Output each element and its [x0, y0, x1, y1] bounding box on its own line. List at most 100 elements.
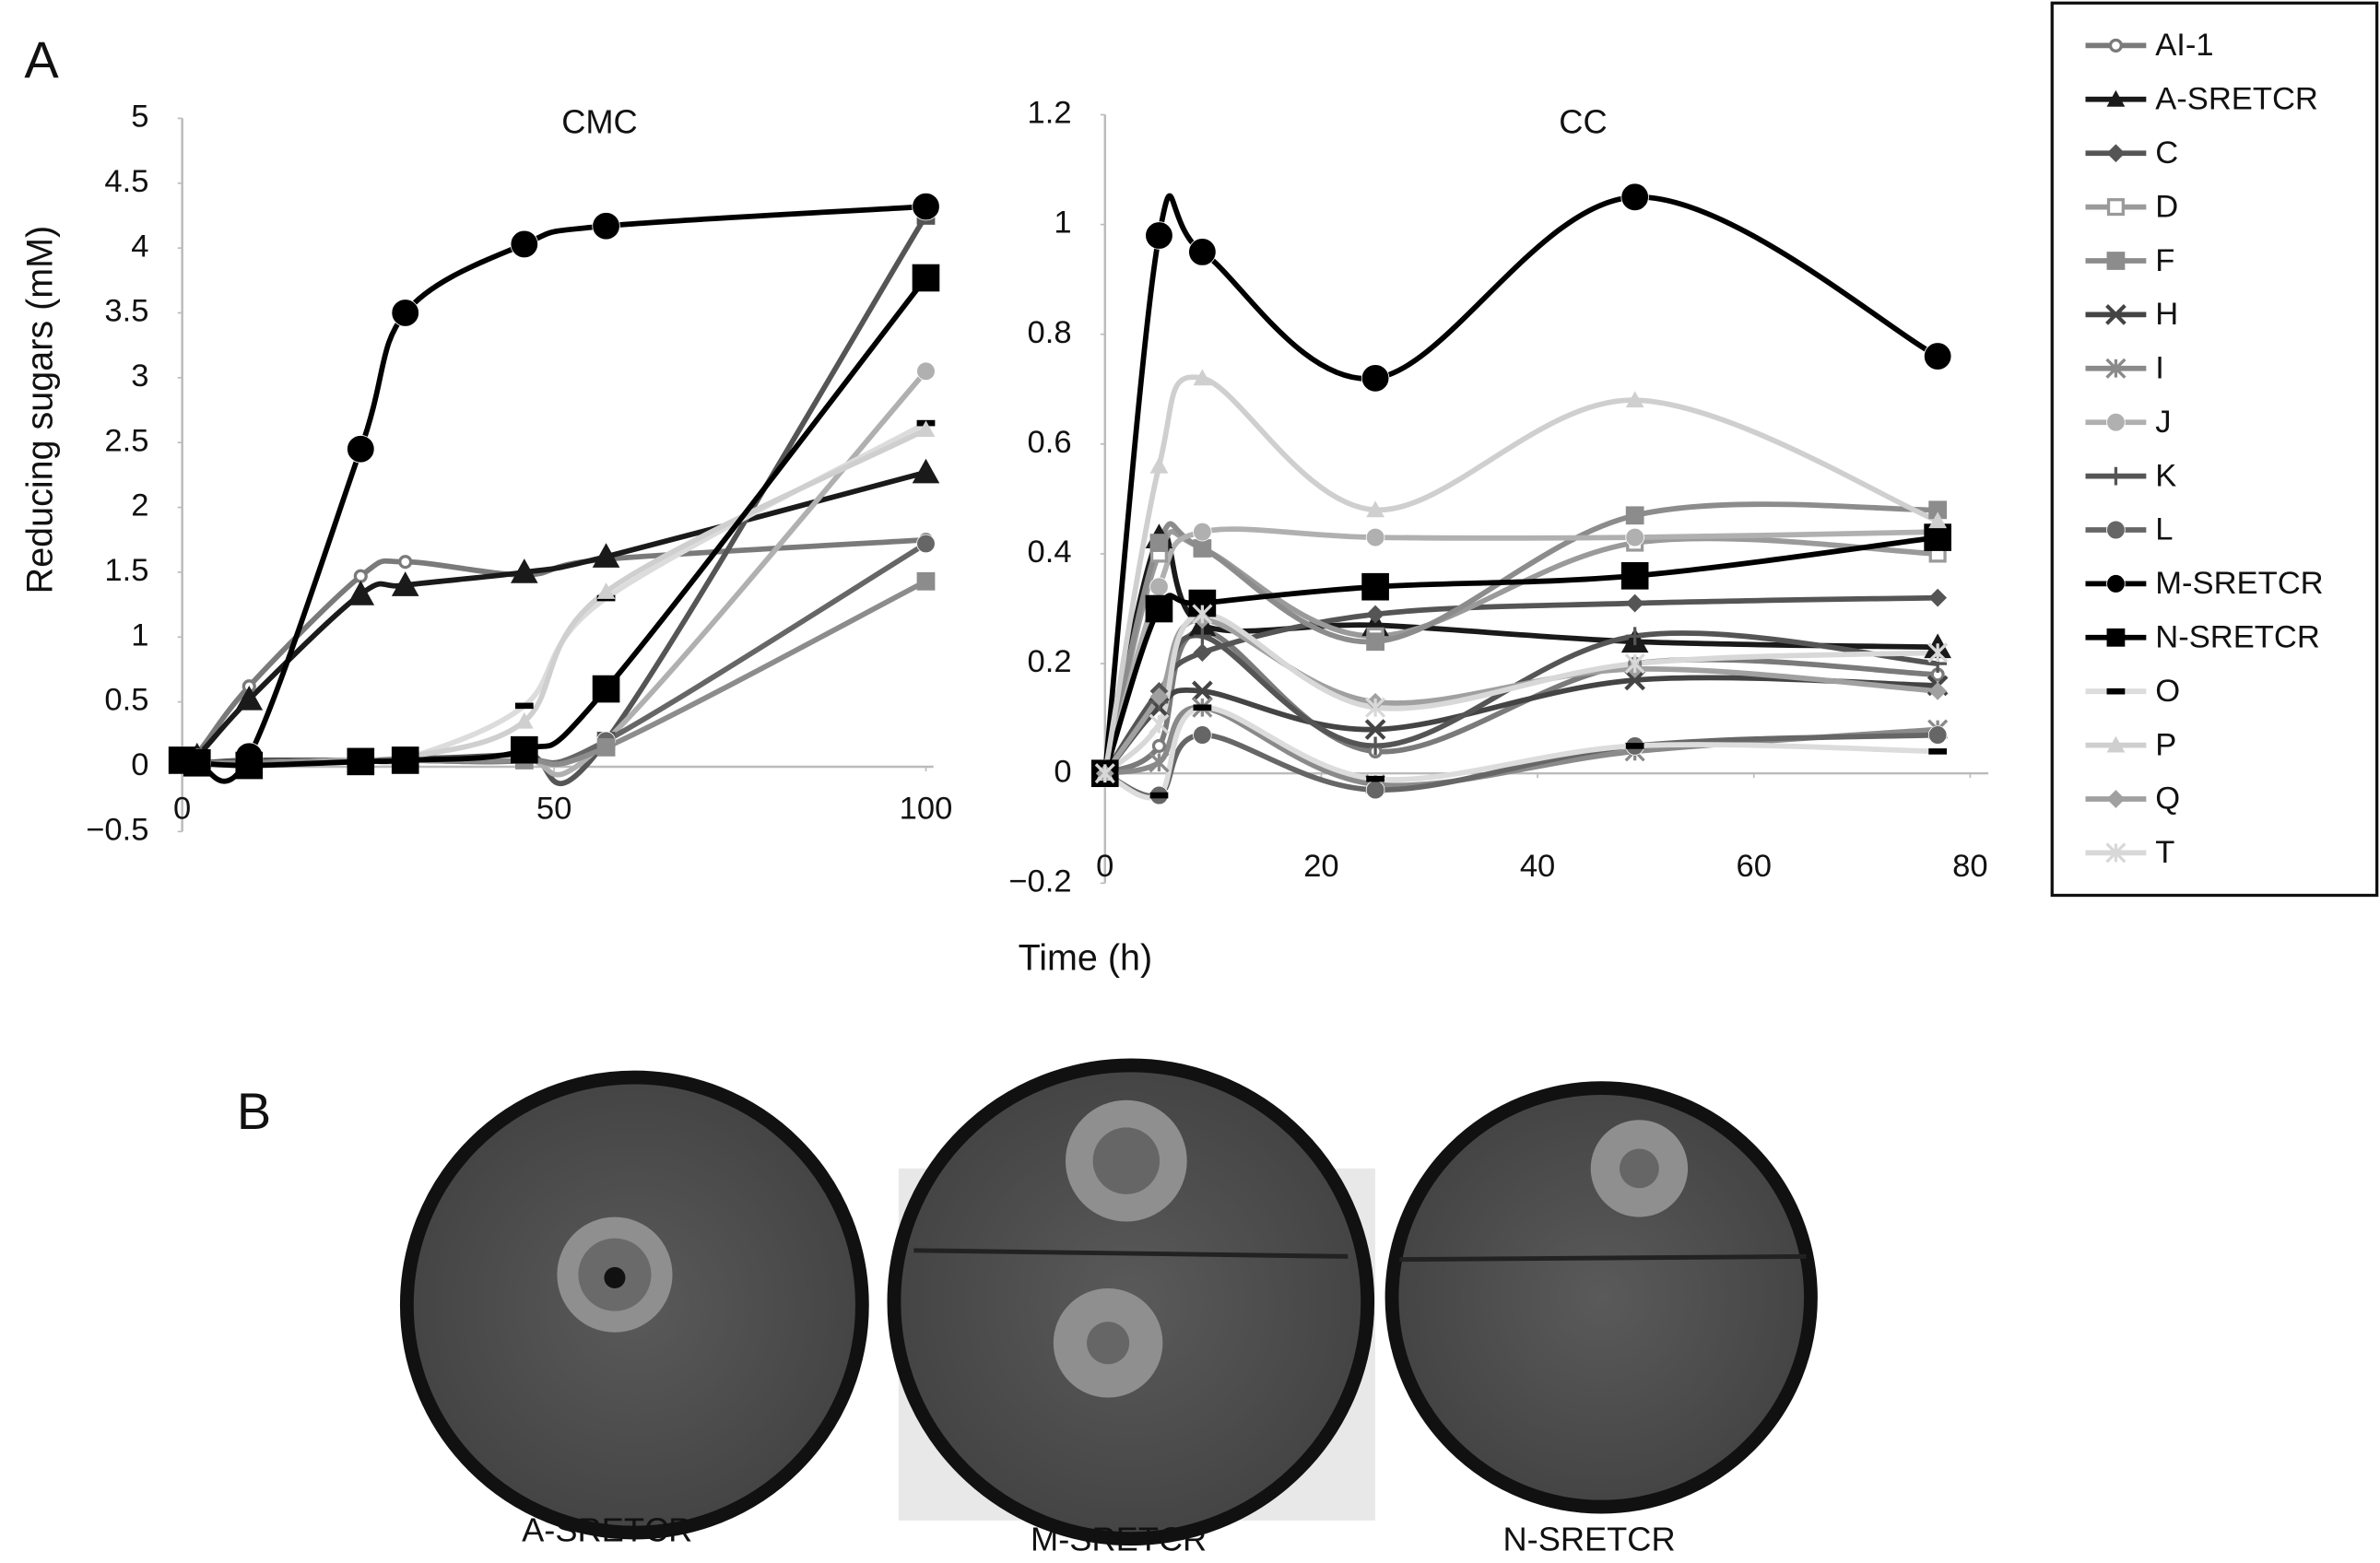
legend-label: F	[2155, 243, 2174, 278]
marker	[1149, 792, 1169, 799]
y-tick-label: 0	[131, 747, 148, 782]
marker	[1365, 527, 1385, 547]
marker	[1193, 539, 1212, 558]
marker	[1928, 748, 1948, 755]
y-tick-label: 2.5	[104, 423, 148, 458]
x-tick-label: 60	[1736, 849, 1771, 884]
legend-label: H	[2155, 297, 2178, 332]
marker	[1620, 561, 1649, 590]
marker	[1625, 627, 1644, 646]
y-tick-label: 2	[131, 488, 148, 523]
marker	[1193, 704, 1212, 711]
marker	[1193, 725, 1212, 745]
marker	[1928, 500, 1948, 520]
marker	[514, 711, 534, 729]
x-tick-label: 20	[1303, 849, 1338, 884]
marker	[1193, 369, 1212, 386]
marker	[1625, 527, 1644, 547]
marker	[1365, 697, 1386, 718]
marker	[596, 737, 616, 757]
x-tick-label: 40	[1520, 849, 1555, 884]
marker	[1149, 577, 1169, 596]
marker	[1145, 594, 1173, 623]
marker	[1094, 763, 1115, 784]
marker	[1192, 604, 1213, 625]
legend-label: D	[2155, 189, 2178, 224]
marker	[235, 751, 264, 780]
marker	[2106, 198, 2125, 217]
y-tick-label: 1	[1054, 206, 1071, 241]
legend-label: P	[2155, 727, 2176, 762]
y-tick-label: 4.5	[104, 164, 148, 199]
series-line	[1102, 675, 1938, 776]
x-tick-label: 50	[536, 791, 571, 826]
marker	[2106, 466, 2126, 486]
x-axis-title: Time (h)	[1019, 938, 1153, 979]
plate-label: A-SRETCR	[522, 1511, 692, 1549]
marker	[1149, 713, 1170, 734]
marker	[398, 555, 413, 570]
legend-label: T	[2155, 835, 2174, 870]
marker	[912, 192, 940, 221]
marker	[1151, 738, 1167, 753]
marker	[1624, 669, 1646, 691]
panel-label: B	[237, 1082, 271, 1140]
colony	[604, 1266, 626, 1288]
marker	[1924, 523, 1951, 551]
marker	[2106, 252, 2126, 270]
marker	[2105, 842, 2127, 864]
y-tick-label: 0.4	[1028, 535, 1072, 570]
marker	[1193, 522, 1212, 542]
marker	[592, 675, 620, 703]
series-line	[181, 469, 927, 765]
y-tick-label: 0.5	[104, 683, 148, 718]
marker	[1366, 632, 1384, 652]
divider	[1399, 1253, 1807, 1263]
marker	[1192, 680, 1213, 702]
y-tick-label: −0.2	[1008, 864, 1071, 899]
marker	[391, 746, 419, 774]
y-tick-label: 3.5	[104, 294, 148, 329]
y-tick-label: 0.6	[1028, 425, 1072, 460]
panel-label: A	[24, 30, 59, 88]
marker	[596, 582, 616, 599]
marker	[1361, 364, 1390, 393]
legend-label: Q	[2155, 782, 2180, 817]
marker	[1625, 506, 1644, 525]
marker	[183, 748, 211, 777]
y-tick-label: 0.2	[1028, 644, 1072, 679]
y-axis-title: Reducing sugars (mM)	[20, 226, 61, 594]
y-tick-label: 3	[131, 358, 148, 394]
marker	[1365, 780, 1385, 800]
marker	[1366, 736, 1384, 756]
legend-label: M-SRETCR	[2155, 566, 2323, 601]
marker	[1927, 725, 1948, 745]
marker	[2106, 628, 2126, 647]
legend-label: N-SRETCR	[2155, 620, 2320, 655]
marker	[592, 211, 620, 241]
series-line	[1102, 374, 1939, 774]
y-tick-label: 1	[131, 617, 148, 652]
plate	[1384, 1081, 1818, 1514]
y-tick-label: −0.5	[86, 812, 148, 847]
legend-label: A-SRETCR	[2155, 82, 2318, 117]
marker	[1927, 642, 1949, 664]
series-line	[1102, 501, 1938, 774]
legend-label: K	[2155, 458, 2176, 493]
series-line	[181, 579, 927, 768]
marker	[391, 571, 419, 596]
marker	[1625, 593, 1644, 613]
legend-box	[2050, 1, 2379, 898]
marker	[391, 299, 419, 327]
marker	[510, 558, 538, 583]
marker	[2105, 304, 2127, 325]
marker	[912, 264, 940, 292]
y-tick-label: 1.5	[104, 553, 148, 588]
legend-label: J	[2155, 405, 2171, 440]
marker	[912, 458, 940, 484]
marker	[1620, 182, 1649, 212]
marker	[1149, 456, 1169, 474]
marker	[1364, 719, 1386, 740]
